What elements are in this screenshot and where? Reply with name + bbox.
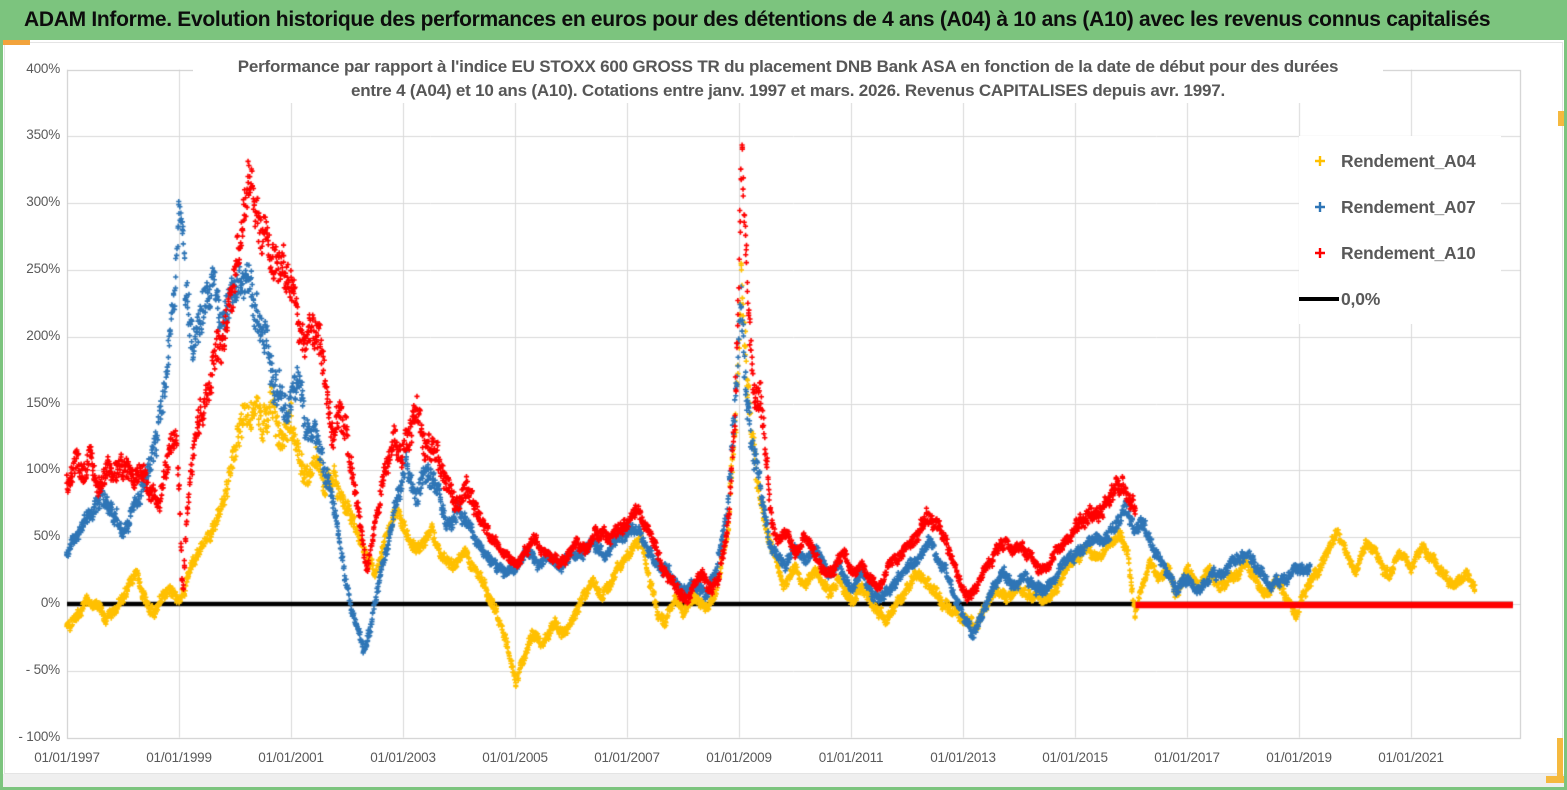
plus-marker-icon	[1299, 247, 1341, 259]
legend-item-rendement-a10[interactable]: Rendement_A10	[1299, 230, 1501, 276]
page-title: ADAM Informe. Evolution historique des p…	[24, 8, 1491, 31]
y-axis-tick-label: 50%	[33, 528, 61, 544]
y-axis-tick-label: - 100%	[18, 728, 60, 744]
legend-item-label: 0,0%	[1341, 288, 1381, 309]
accent-mark-right-bottom	[1557, 738, 1563, 782]
legend-item-rendement-a04[interactable]: Rendement_A04	[1299, 138, 1501, 184]
x-axis-tick-label: 01/01/2003	[370, 750, 436, 765]
y-axis-tick-label: 100%	[26, 461, 60, 477]
bottom-strip	[3, 774, 1564, 787]
zero-line-sample	[1299, 297, 1339, 301]
y-axis-tick-label: 400%	[26, 60, 60, 76]
x-axis-tick-label: 01/01/1999	[146, 750, 212, 765]
y-axis-tick-label: 200%	[26, 327, 60, 343]
y-axis-tick-label: 350%	[26, 127, 60, 143]
legend-item-label: Rendement_A07	[1341, 196, 1476, 217]
y-axis-tick-label: 150%	[26, 394, 60, 410]
legend-item-rendement-a07[interactable]: Rendement_A07	[1299, 184, 1501, 230]
legend-item-label: Rendement_A10	[1341, 242, 1476, 263]
x-axis-tick-label: 01/01/2015	[1042, 750, 1108, 765]
x-axis-tick-label: 01/01/2007	[594, 750, 660, 765]
x-axis-tick-label: 01/01/2017	[1154, 750, 1220, 765]
legend-item-0-0-[interactable]: 0,0%	[1299, 276, 1501, 322]
accent-mark-left	[3, 40, 30, 45]
y-axis-tick-label: - 50%	[25, 661, 60, 677]
page-title-bar: ADAM Informe. Evolution historique des p…	[0, 0, 1567, 40]
y-axis-tick-label: 0%	[40, 595, 60, 610]
x-axis-tick-label: 01/01/2013	[930, 750, 996, 765]
chart-title-line1: Performance par rapport à l'indice EU ST…	[237, 57, 1339, 76]
chart-title: Performance par rapport à l'indice EU ST…	[193, 55, 1383, 103]
chart-legend: Rendement_A04 Rendement_A07 Rendement_A10 0…	[1299, 136, 1501, 324]
line-marker-icon	[1299, 297, 1341, 301]
x-axis-tick-label: 01/01/2009	[706, 750, 772, 765]
legend-item-label: Rendement_A04	[1341, 150, 1476, 171]
x-axis-tick-label: 01/01/2001	[258, 750, 324, 765]
x-axis-tick-label: 01/01/2019	[1266, 750, 1332, 765]
x-axis-tick-label: 01/01/2005	[482, 750, 548, 765]
accent-mark-right-bottom-corner	[1546, 776, 1564, 783]
plus-marker-icon	[1299, 155, 1341, 167]
x-axis-tick-label: 01/01/2011	[818, 750, 884, 765]
accent-mark-right-top	[1558, 111, 1564, 126]
chart-title-line2: entre 4 (A04) et 10 ans (A10). Cotations…	[350, 81, 1225, 100]
y-axis-tick-label: 300%	[26, 194, 60, 210]
y-axis-tick-label: 250%	[26, 261, 60, 276]
plus-marker-icon	[1299, 201, 1341, 213]
x-axis-tick-label: 01/01/2021	[1378, 750, 1444, 765]
x-axis-tick-label: 01/01/1997	[34, 750, 100, 765]
